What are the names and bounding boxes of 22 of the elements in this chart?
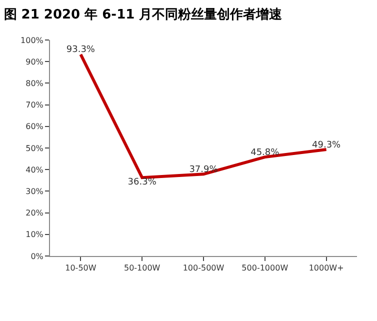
y-tick-label: 100% — [20, 36, 44, 45]
x-tick-label: 500-1000W — [242, 264, 288, 273]
y-tick-label: 10% — [26, 230, 44, 240]
y-tick-label: 0% — [30, 252, 44, 261]
x-tick-label: 100-500W — [182, 264, 224, 273]
y-tick-label: 30% — [26, 187, 44, 196]
x-tick-label: 50-100W — [124, 264, 160, 273]
data-label: 49.3% — [312, 140, 342, 150]
data-label: 37.9% — [189, 164, 218, 175]
x-tick-label: 1000W+ — [308, 264, 344, 273]
y-tick-label: 80% — [26, 79, 44, 88]
y-tick-label: 20% — [26, 208, 44, 218]
y-tick-label: 60% — [26, 122, 44, 132]
data-label: 93.3% — [66, 45, 96, 56]
y-tick-label: 50% — [26, 144, 44, 153]
x-tick-label: 10-50W — [65, 264, 96, 273]
chart-title: 图 21 2020 年 6-11 月不同粉丝量创作者增速 — [4, 6, 284, 23]
data-label: 36.3% — [128, 177, 157, 188]
data-label: 45.8% — [250, 148, 280, 158]
y-tick-label: 90% — [26, 57, 44, 66]
y-tick-label: 70% — [26, 100, 44, 110]
y-tick-label: 40% — [26, 165, 44, 174]
